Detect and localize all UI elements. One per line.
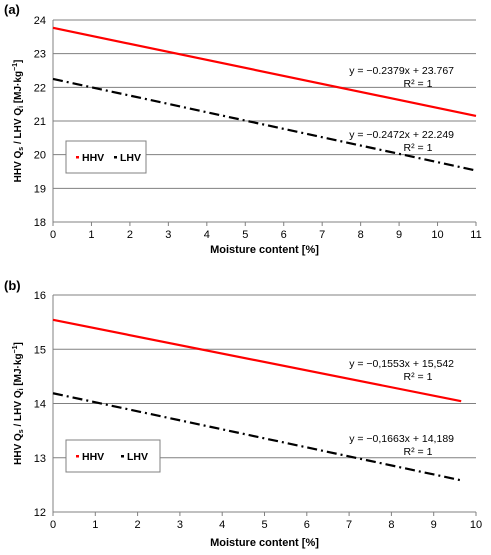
legend-marker-hhv xyxy=(76,455,79,458)
legend: HHV LHV xyxy=(65,439,161,473)
y-tick-label: 13 xyxy=(34,453,46,465)
legend-label: HHV xyxy=(82,152,104,164)
y-axis-title-part: s xyxy=(18,147,25,151)
x-tick-label: 9 xyxy=(396,229,402,241)
y-axis-title-part: / LHV Q xyxy=(13,108,24,147)
y-tick-label: 14 xyxy=(34,399,46,411)
y-axis-title-part: ] xyxy=(13,60,24,63)
series-line-lhv xyxy=(52,392,462,482)
x-tick-label: 6 xyxy=(281,229,287,241)
series-line-hhv xyxy=(52,26,477,118)
series-line-hhv xyxy=(52,318,462,403)
y-axis-title: HHV Qs / LHV Qi [MJ·kg−1] xyxy=(12,60,25,183)
x-tick-label: 0 xyxy=(50,229,56,241)
y-tick-label: 16 xyxy=(34,290,46,302)
x-tick-label: 8 xyxy=(358,229,364,241)
r-squared: R² = 1 xyxy=(404,446,433,458)
r-squared: R² = 1 xyxy=(404,371,433,383)
panel-label: (b) xyxy=(4,278,21,293)
trendline-equation: y = −0,1663x + 14,189 xyxy=(349,433,454,445)
x-tick-label: 10 xyxy=(470,519,482,531)
x-tick-label: 5 xyxy=(242,229,248,241)
trendline-equation: y = −0,1553x + 15,542 xyxy=(349,358,454,370)
y-axis-title-part: ] xyxy=(13,342,24,345)
legend-marker-lhv xyxy=(121,455,124,458)
x-tick-label: 1 xyxy=(88,229,94,241)
x-tick-label: 0 xyxy=(50,519,56,531)
y-tick-label: 19 xyxy=(34,183,46,195)
y-tick-label: 21 xyxy=(34,116,46,128)
y-tick-label: 15 xyxy=(34,344,46,356)
legend-label: HHV xyxy=(82,451,104,463)
x-tick-label: 6 xyxy=(304,519,310,531)
x-tick-label: 2 xyxy=(127,229,133,241)
x-tick-label: 7 xyxy=(319,229,325,241)
y-tick-label: 23 xyxy=(34,49,46,61)
x-tick-label: 1 xyxy=(92,519,98,531)
x-tick-label: 4 xyxy=(204,229,210,241)
legend-label: LHV xyxy=(127,451,148,463)
legend-marker-hhv xyxy=(76,156,79,159)
y-axis-title-part: [MJ·kg xyxy=(13,353,24,388)
y-axis-title-part: s xyxy=(18,429,25,433)
y-axis-title: HHV Qs / LHV Qi [MJ·kg−1] xyxy=(12,342,25,465)
x-tick-label: 5 xyxy=(261,519,267,531)
legend-box xyxy=(65,140,147,174)
x-tick-label: 11 xyxy=(470,229,481,241)
series-line-lhv xyxy=(52,77,477,172)
y-tick-label: 18 xyxy=(34,217,46,229)
x-tick-label: 3 xyxy=(177,519,183,531)
x-axis-title: Moisture content [%] xyxy=(210,244,319,256)
x-tick-label: 2 xyxy=(135,519,141,531)
y-tick-label: 20 xyxy=(34,150,46,162)
y-tick-label: 22 xyxy=(34,82,46,94)
x-tick-label: 9 xyxy=(431,519,437,531)
legend: HHV LHV xyxy=(65,140,147,174)
y-tick-label: 24 xyxy=(34,15,46,27)
y-axis-title-part: i xyxy=(18,106,25,108)
legend-marker-lhv xyxy=(114,156,117,159)
x-tick-label: 8 xyxy=(388,519,394,531)
r-squared: R² = 1 xyxy=(404,142,433,154)
y-tick-label: 12 xyxy=(34,507,46,519)
y-axis-title-part: −1 xyxy=(12,63,19,71)
x-tick-label: 7 xyxy=(346,519,352,531)
x-tick-label: 4 xyxy=(219,519,225,531)
trendline-equation: y = −0.2379x + 23.767 xyxy=(349,65,454,77)
x-tick-label: 3 xyxy=(165,229,171,241)
panel-label: (a) xyxy=(4,2,20,17)
x-axis-title: Moisture content [%] xyxy=(210,537,319,549)
trendline-equation: y = −0.2472x + 22.249 xyxy=(349,129,454,141)
y-axis-title-part: HHV Q xyxy=(13,433,24,465)
y-axis-title-part: HHV Q xyxy=(13,150,24,182)
y-axis-title-part: / LHV Q xyxy=(13,390,24,429)
r-squared: R² = 1 xyxy=(404,78,433,90)
y-axis-title-part: [MJ·kg xyxy=(13,71,24,106)
x-tick-label: 10 xyxy=(431,229,443,241)
y-axis-title-part: i xyxy=(18,388,25,390)
legend-box xyxy=(65,439,161,473)
y-axis-title-part: −1 xyxy=(12,345,19,353)
legend-label: LHV xyxy=(120,152,141,164)
